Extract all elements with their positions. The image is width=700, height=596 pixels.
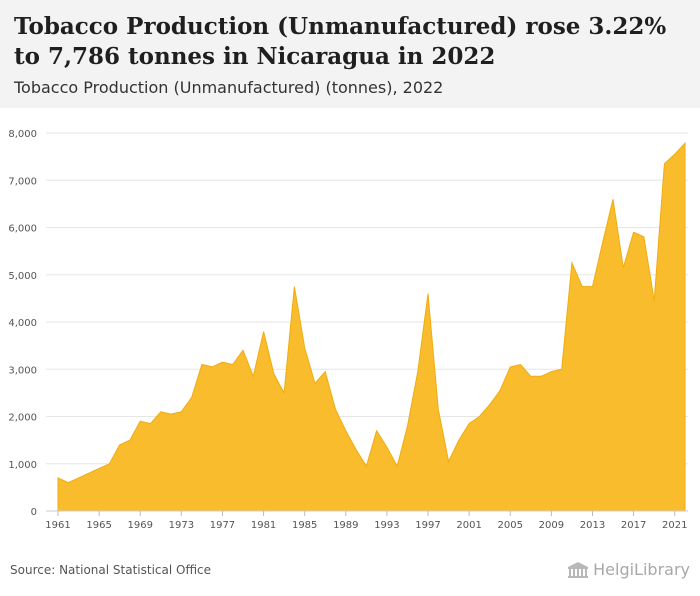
data-point xyxy=(129,439,131,441)
x-tick-label: 1965 xyxy=(86,520,111,531)
data-point xyxy=(78,477,80,479)
x-tick-label: 1961 xyxy=(45,520,70,531)
data-point xyxy=(324,371,326,373)
data-point xyxy=(232,364,234,366)
x-tick-label: 1981 xyxy=(251,520,276,531)
data-point xyxy=(581,286,583,288)
x-tick-label: 2005 xyxy=(498,520,523,531)
x-tick-label: 2013 xyxy=(580,520,605,531)
data-point xyxy=(263,331,265,333)
data-point xyxy=(273,373,275,375)
data-point xyxy=(489,404,491,406)
data-point xyxy=(417,371,419,373)
x-tick-label: 2021 xyxy=(662,520,687,531)
x-tick-label: 1973 xyxy=(169,520,194,531)
area-series xyxy=(57,141,686,512)
data-point xyxy=(222,361,224,363)
title-header: Tobacco Production (Unmanufactured) rose… xyxy=(0,0,700,108)
data-point xyxy=(448,461,450,463)
brand-logo: HelgiLibrary xyxy=(567,560,690,579)
data-point xyxy=(530,376,532,378)
data-point xyxy=(283,392,285,394)
data-point xyxy=(366,465,368,467)
data-point xyxy=(335,409,337,411)
x-tick-label: 1969 xyxy=(128,520,153,531)
data-point xyxy=(355,449,357,451)
data-point xyxy=(170,413,172,415)
data-point xyxy=(57,477,59,479)
chart-subtitle: Tobacco Production (Unmanufactured) (ton… xyxy=(14,78,444,97)
data-point xyxy=(664,163,666,165)
data-point xyxy=(520,364,522,366)
source-note: Source: National Statistical Office xyxy=(10,563,212,577)
data-point xyxy=(376,430,378,432)
data-point xyxy=(643,236,645,238)
data-point xyxy=(592,286,594,288)
data-point xyxy=(540,376,542,378)
y-tick-label: 6,000 xyxy=(8,224,37,235)
y-tick-label: 5,000 xyxy=(8,271,37,282)
data-point xyxy=(623,267,625,269)
data-point xyxy=(304,347,306,349)
data-point xyxy=(674,153,676,155)
data-point xyxy=(386,446,388,448)
data-point xyxy=(294,286,296,288)
data-point xyxy=(88,472,90,474)
data-point xyxy=(150,423,152,425)
x-tick-label: 1977 xyxy=(210,520,235,531)
data-point xyxy=(98,468,100,470)
data-point xyxy=(571,262,573,264)
library-building-icon xyxy=(568,561,589,578)
data-point xyxy=(181,411,183,413)
data-point xyxy=(211,366,213,368)
x-tick-label: 2001 xyxy=(456,520,481,531)
data-point xyxy=(684,142,686,144)
data-point xyxy=(314,383,316,385)
data-point xyxy=(602,241,604,243)
chart-title: Tobacco Production (Unmanufactured) rose… xyxy=(14,13,667,70)
data-point xyxy=(509,366,511,368)
y-tick-label: 2,000 xyxy=(8,413,37,424)
data-point xyxy=(468,423,470,425)
x-tick-label: 1989 xyxy=(333,520,358,531)
brand-name: HelgiLibrary xyxy=(593,560,690,579)
data-point xyxy=(479,416,481,418)
x-tick-label: 1997 xyxy=(415,520,440,531)
data-point xyxy=(201,364,203,366)
data-point xyxy=(458,439,460,441)
data-point xyxy=(119,444,121,446)
data-point xyxy=(242,350,244,352)
y-tick-label: 3,000 xyxy=(8,365,37,376)
data-point xyxy=(109,463,111,465)
x-tick-label: 2009 xyxy=(539,520,564,531)
data-point xyxy=(653,300,655,302)
data-point xyxy=(633,231,635,233)
data-point xyxy=(252,376,254,378)
data-point xyxy=(438,409,440,411)
data-point xyxy=(67,482,69,484)
data-point xyxy=(561,368,563,370)
data-point xyxy=(551,371,553,373)
data-point xyxy=(345,430,347,432)
x-tick-label: 2017 xyxy=(621,520,646,531)
data-point xyxy=(160,411,162,413)
y-tick-label: 0 xyxy=(31,507,37,518)
data-point xyxy=(396,465,398,467)
data-point xyxy=(612,198,614,200)
y-tick-label: 4,000 xyxy=(8,318,37,329)
y-tick-label: 7,000 xyxy=(8,176,37,187)
x-tick-label: 1985 xyxy=(292,520,317,531)
area-chart: 0 1,000 2,000 3,000 4,000 5,000 6,000 7,000 8,00… xyxy=(8,129,688,531)
data-point xyxy=(139,420,141,422)
data-point xyxy=(499,390,501,392)
data-point xyxy=(191,397,193,399)
data-point xyxy=(407,425,409,427)
y-tick-label: 1,000 xyxy=(8,460,37,471)
x-tick-label: 1993 xyxy=(374,520,399,531)
data-point xyxy=(427,293,429,295)
y-tick-label: 8,000 xyxy=(8,129,37,140)
